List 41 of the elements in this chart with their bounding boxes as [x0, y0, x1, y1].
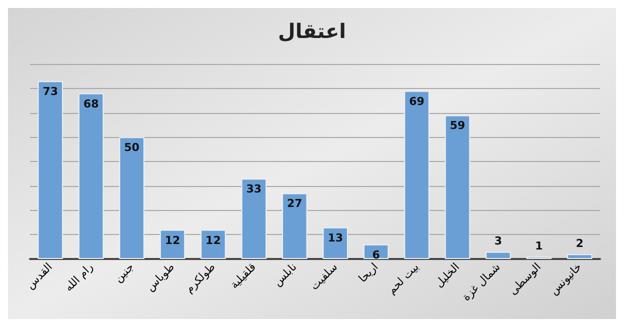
bar: [322, 227, 348, 259]
data-label: 1: [535, 240, 543, 253]
data-label: 27: [286, 197, 302, 210]
data-label: 12: [164, 234, 180, 247]
data-label: 13: [328, 231, 344, 244]
bar: [486, 252, 511, 259]
x-tick-label: شمال غزة: [460, 260, 503, 304]
data-label: 2: [576, 237, 584, 250]
x-tick-label: خانيونس: [547, 260, 584, 298]
bar: [200, 230, 226, 259]
bar: [444, 115, 470, 259]
x-tick-label: رام الله: [62, 260, 96, 294]
data-label: 3: [494, 234, 502, 248]
x-tick-label: قلقيلية: [228, 260, 259, 292]
x-tick-label: سلفيت: [308, 260, 340, 293]
x-tick-label: طولكرم: [182, 260, 218, 296]
x-tick-label: جنين: [112, 260, 136, 285]
bar: [119, 137, 144, 259]
data-label: 73: [42, 85, 58, 98]
x-tick-label: طوباس: [144, 260, 178, 294]
data-label: 6: [372, 248, 380, 262]
data-label: 59: [450, 119, 466, 132]
bar: [282, 193, 308, 259]
data-label: 68: [83, 97, 99, 110]
data-label: 12: [206, 234, 221, 247]
data-label: 33: [246, 182, 262, 196]
bar: [38, 81, 63, 259]
x-tick-label: القدس: [24, 260, 55, 292]
x-tick-label: نابلس: [270, 260, 300, 289]
x-tick-label: الوسطى: [506, 260, 544, 298]
x-tick-label: بيت لحم: [385, 260, 422, 297]
bar: [78, 93, 104, 259]
bar: [241, 178, 267, 259]
data-label: 69: [409, 94, 424, 108]
chart-title: اعتقال: [278, 19, 346, 43]
bar: [567, 254, 592, 259]
bar: [404, 90, 430, 259]
bar: [160, 230, 186, 259]
x-tick-label: اريحا: [356, 260, 381, 286]
data-label: 50: [124, 141, 140, 154]
x-tick-label: الخليل: [432, 260, 462, 290]
